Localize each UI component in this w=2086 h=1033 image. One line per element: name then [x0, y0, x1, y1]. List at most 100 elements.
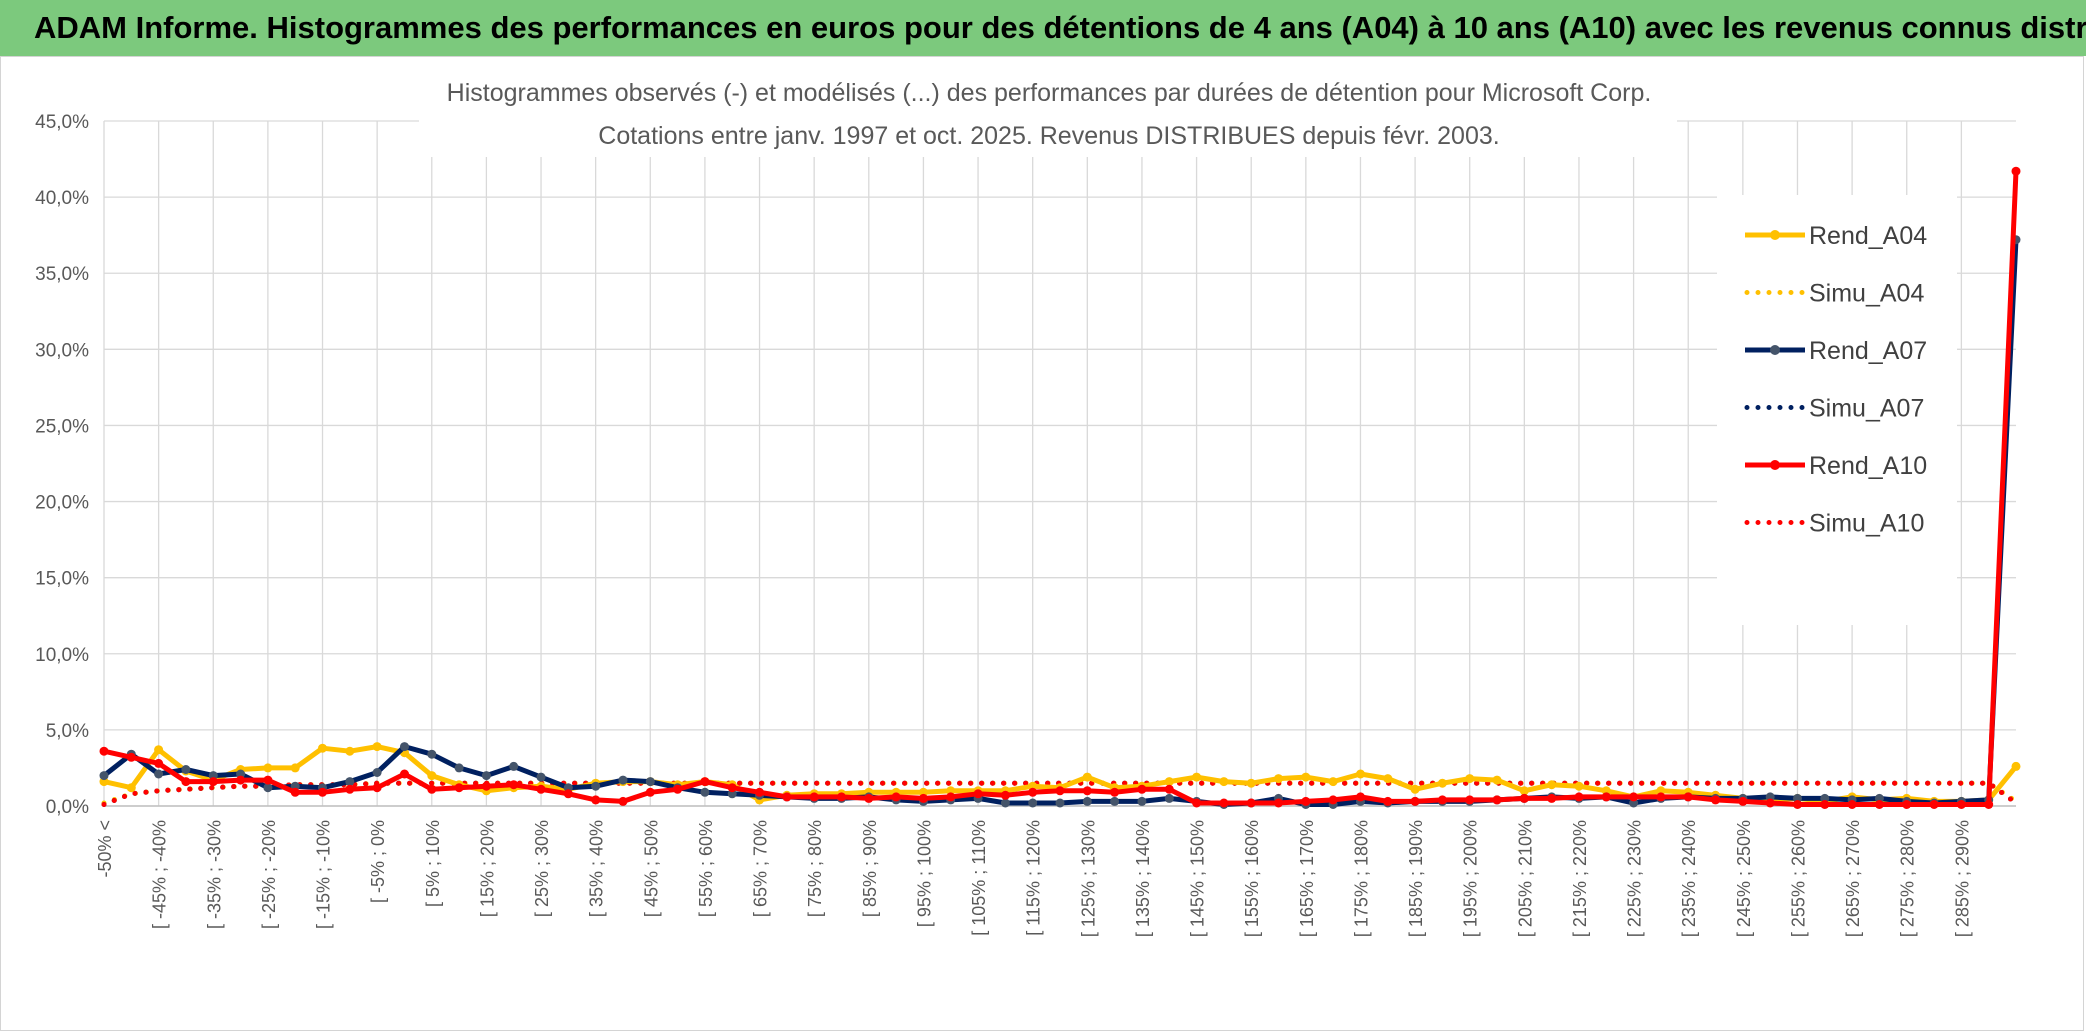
data-point [181, 777, 191, 787]
data-point [1192, 772, 1202, 782]
data-point [1137, 784, 1147, 794]
data-point [1738, 796, 1748, 806]
data-point [126, 783, 136, 793]
data-point [1164, 793, 1174, 803]
data-point [1328, 777, 1338, 787]
data-point [837, 792, 846, 802]
data-point [536, 784, 546, 794]
data-point [154, 769, 164, 779]
series-Rend_A10 [99, 166, 2021, 809]
data-point [1956, 800, 1966, 809]
y-tick-label: 35,0% [35, 264, 89, 285]
data-point [1492, 795, 1502, 805]
data-point [290, 763, 300, 773]
data-point [809, 792, 819, 802]
data-point [372, 783, 382, 793]
x-tick-label: [ 195% ; 200% [1461, 820, 1481, 937]
data-point [1874, 800, 1884, 809]
data-point [290, 787, 300, 797]
y-tick-label: 10,0% [35, 645, 89, 666]
data-point [1082, 772, 1092, 782]
data-point [1465, 774, 1475, 784]
x-tick-label: [ 5% ; 10% [423, 820, 443, 907]
data-point [1711, 795, 1720, 805]
data-point [1055, 786, 1065, 796]
x-tick-label: [ 205% ; 210% [1515, 820, 1535, 937]
data-point [345, 784, 355, 794]
data-point [864, 793, 874, 803]
data-point [591, 795, 601, 805]
data-point [1519, 786, 1529, 796]
x-tick-label: [ 35% ; 40% [587, 820, 607, 917]
legend-item-Simu_A10: Simu_A10 [1744, 510, 1924, 538]
x-tick-label: [ -25% ; -20% [259, 820, 279, 929]
data-point [946, 792, 956, 802]
data-point [618, 775, 628, 785]
data-point [2011, 761, 2021, 771]
x-tick-label: [ 115% ; 120% [1024, 820, 1044, 936]
chart-frame: 0,0% 5,0% 10,0% 15,0% 20,0% 25,0% 30,0% 35,0% 40… [0, 56, 2084, 1031]
data-point [481, 771, 491, 781]
series-layer [99, 166, 2021, 809]
data-point [400, 769, 409, 779]
data-point [618, 796, 628, 806]
y-axis: 0,0% 5,0% 10,0% 15,0% 20,0% 25,0% 30,0% 35,0% 40… [35, 112, 89, 818]
x-tick-label: [ -35% ; -30% [204, 820, 224, 929]
data-point [1000, 798, 1010, 808]
data-point [1547, 780, 1557, 790]
legend-label: Simu_A07 [1809, 395, 1924, 423]
chart-title-line-1: Histogrammes observés (-) et modélisés (… [447, 79, 1652, 107]
x-tick-label: [ 55% ; 60% [696, 820, 716, 917]
data-point [1656, 792, 1666, 802]
x-tick-label: [ 25% ; 30% [532, 820, 552, 917]
data-point [1274, 774, 1283, 784]
data-point [645, 787, 655, 797]
title-backdrop [419, 73, 1677, 157]
x-tick-label: [ 235% ; 240% [1679, 820, 1699, 937]
data-point [1246, 778, 1256, 788]
x-tick-label: [ 65% ; 70% [751, 820, 771, 917]
data-point [1164, 784, 1174, 794]
y-tick-label: 45,0% [35, 112, 89, 133]
data-point [755, 787, 764, 797]
x-tick-label: [ 75% ; 80% [805, 820, 825, 917]
data-point [645, 777, 655, 787]
y-tick-label: 40,0% [35, 188, 89, 209]
x-tick-label: [ 245% ; 250% [1734, 820, 1754, 937]
data-point [427, 749, 437, 759]
gridlines [103, 120, 2016, 807]
x-tick-label: [ 175% ; 180% [1351, 820, 1371, 937]
data-point [1383, 796, 1393, 806]
data-point [563, 789, 573, 799]
data-point [454, 783, 464, 793]
data-point [1820, 800, 1830, 809]
legend-label: Rend_A07 [1809, 337, 1927, 365]
chart-title-line-2: Cotations entre janv. 1997 et oct. 2025.… [598, 122, 1499, 150]
y-tick-label: 15,0% [35, 569, 89, 590]
data-point [372, 768, 382, 777]
data-point [427, 784, 437, 794]
data-point [1437, 778, 1447, 788]
x-tick-label: [ 255% ; 260% [1788, 820, 1808, 937]
data-point [400, 742, 409, 752]
x-axis: -50% < [ -45% ; -40% [ -35% ; -30% [ -25% ;… [95, 805, 2016, 937]
x-tick-label: [ -45% ; -40% [150, 820, 170, 929]
performance-histogram-chart: 0,0% 5,0% 10,0% 15,0% 20,0% 25,0% 30,0% 35,0% 40… [35, 73, 2021, 937]
data-point [427, 771, 437, 781]
data-point [509, 761, 519, 771]
legend-label: Simu_A04 [1809, 280, 1924, 308]
x-tick-label: [ 85% ; 90% [860, 820, 880, 917]
legend-item-Simu_A07: Simu_A07 [1744, 395, 1924, 423]
x-tick-label: [ 285% ; 290% [1952, 820, 1972, 937]
data-point [318, 743, 327, 753]
x-tick-label: [ 45% ; 50% [641, 820, 661, 917]
x-tick-label: [ 165% ; 170% [1297, 820, 1317, 937]
data-point [1164, 777, 1174, 787]
data-point [1055, 798, 1065, 808]
data-point [673, 784, 683, 794]
x-tick-label: [ 185% ; 190% [1406, 820, 1426, 937]
data-point [1683, 792, 1693, 802]
x-tick-label: [ 145% ; 150% [1188, 820, 1208, 937]
data-point [1028, 798, 1038, 808]
x-tick-label: [ 95% ; 100% [914, 820, 934, 927]
